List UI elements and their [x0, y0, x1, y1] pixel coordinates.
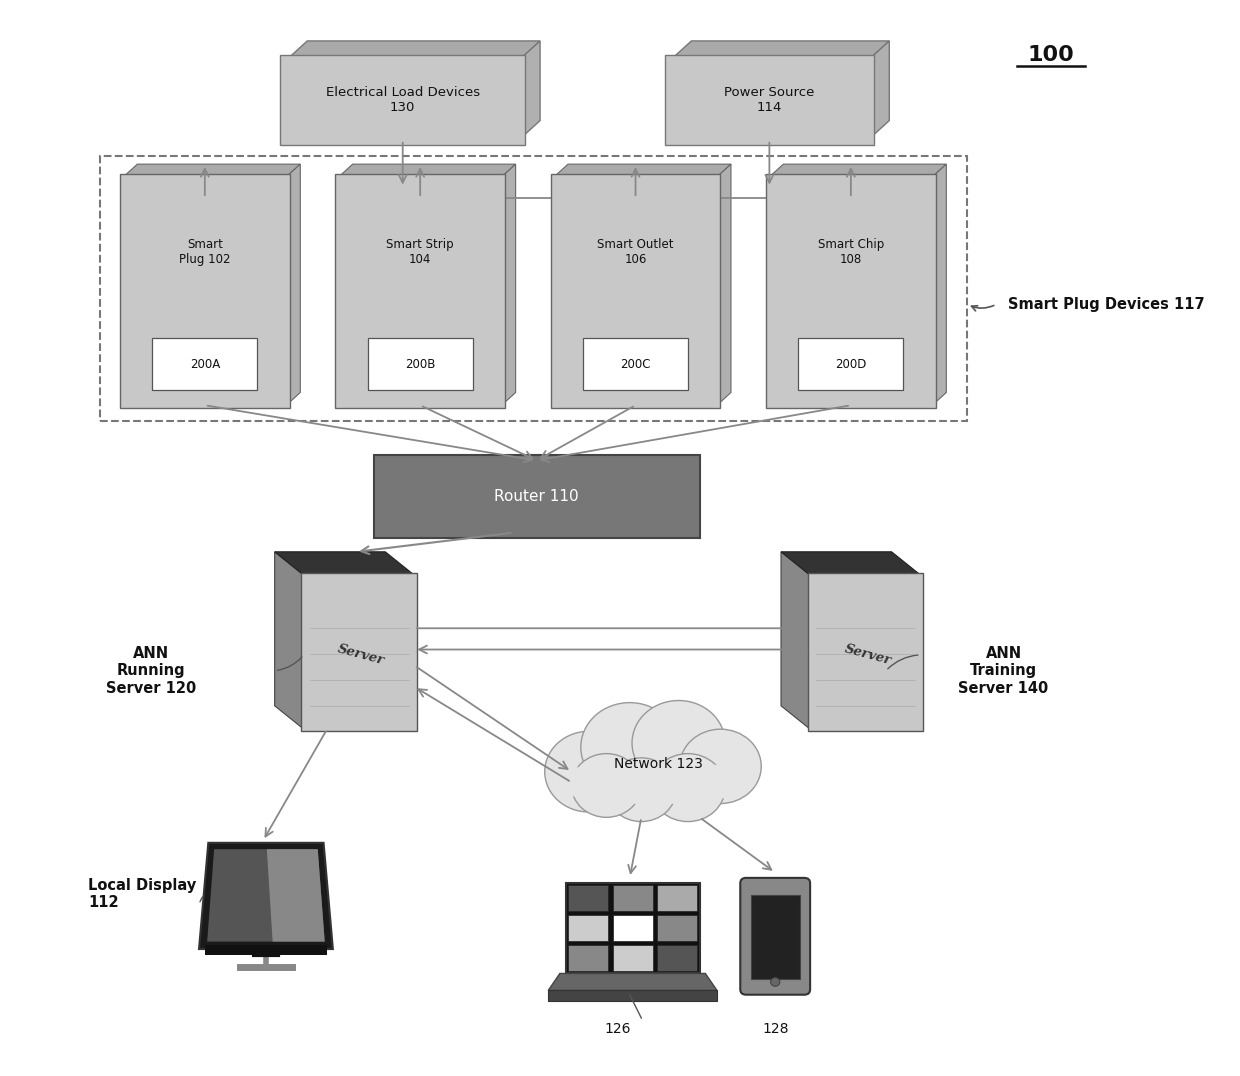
- Text: Network 123: Network 123: [614, 758, 703, 771]
- Polygon shape: [671, 41, 889, 60]
- Text: 200A: 200A: [190, 357, 219, 370]
- Text: 126: 126: [605, 1022, 631, 1036]
- Text: Smart Chip
108: Smart Chip 108: [817, 238, 884, 266]
- Text: Power Source
114: Power Source 114: [724, 86, 815, 114]
- Text: 200C: 200C: [620, 357, 651, 370]
- FancyBboxPatch shape: [568, 946, 608, 972]
- Polygon shape: [207, 849, 325, 942]
- FancyBboxPatch shape: [657, 886, 697, 911]
- Polygon shape: [554, 165, 730, 176]
- FancyBboxPatch shape: [799, 338, 903, 391]
- Circle shape: [770, 978, 780, 987]
- Text: Smart Plug Devices 117: Smart Plug Devices 117: [1008, 297, 1204, 312]
- Text: 200D: 200D: [836, 357, 867, 370]
- FancyBboxPatch shape: [750, 895, 800, 979]
- FancyBboxPatch shape: [740, 878, 810, 994]
- Text: Router 110: Router 110: [495, 490, 579, 504]
- FancyBboxPatch shape: [120, 173, 290, 409]
- FancyBboxPatch shape: [368, 338, 472, 391]
- Text: Smart
Plug 102: Smart Plug 102: [179, 238, 231, 266]
- FancyBboxPatch shape: [657, 916, 697, 942]
- Polygon shape: [548, 974, 717, 991]
- Polygon shape: [198, 843, 332, 949]
- Circle shape: [606, 758, 676, 822]
- Polygon shape: [502, 165, 516, 406]
- FancyBboxPatch shape: [613, 946, 652, 972]
- Text: Server: Server: [336, 642, 386, 668]
- Text: ANN
Training
Server 140: ANN Training Server 140: [959, 646, 1049, 696]
- FancyBboxPatch shape: [657, 946, 697, 972]
- Polygon shape: [275, 552, 304, 730]
- Text: Smart Outlet
106: Smart Outlet 106: [598, 238, 673, 266]
- Polygon shape: [123, 165, 300, 176]
- Ellipse shape: [551, 761, 755, 804]
- Polygon shape: [548, 991, 717, 1001]
- Text: Local Display
112: Local Display 112: [88, 878, 197, 910]
- FancyBboxPatch shape: [613, 886, 652, 911]
- Circle shape: [680, 730, 761, 804]
- Polygon shape: [565, 883, 699, 974]
- Polygon shape: [868, 41, 889, 140]
- Polygon shape: [769, 165, 946, 176]
- Circle shape: [572, 753, 641, 818]
- FancyBboxPatch shape: [568, 886, 608, 911]
- FancyBboxPatch shape: [766, 173, 936, 409]
- Polygon shape: [717, 165, 730, 406]
- FancyBboxPatch shape: [280, 55, 525, 145]
- Text: 100: 100: [1028, 45, 1074, 65]
- Circle shape: [544, 732, 634, 812]
- Polygon shape: [781, 552, 810, 730]
- Polygon shape: [339, 165, 516, 176]
- FancyBboxPatch shape: [373, 455, 699, 538]
- FancyBboxPatch shape: [568, 916, 608, 942]
- Text: Electrical Load Devices
130: Electrical Load Devices 130: [326, 86, 480, 114]
- Text: 200B: 200B: [405, 357, 435, 370]
- Polygon shape: [520, 41, 541, 140]
- FancyBboxPatch shape: [613, 916, 652, 942]
- Polygon shape: [267, 849, 325, 942]
- FancyBboxPatch shape: [335, 173, 505, 409]
- Text: Server: Server: [843, 642, 893, 668]
- FancyBboxPatch shape: [301, 574, 417, 732]
- Polygon shape: [932, 165, 946, 406]
- Text: Smart Strip
104: Smart Strip 104: [387, 238, 454, 266]
- Polygon shape: [275, 552, 414, 576]
- FancyBboxPatch shape: [583, 338, 688, 391]
- Text: 128: 128: [761, 1022, 789, 1036]
- FancyBboxPatch shape: [551, 173, 720, 409]
- FancyBboxPatch shape: [807, 574, 923, 732]
- Text: ANN
Running
Server 120: ANN Running Server 120: [105, 646, 196, 696]
- Circle shape: [632, 700, 725, 785]
- Polygon shape: [286, 41, 541, 60]
- Polygon shape: [286, 165, 300, 406]
- Polygon shape: [781, 552, 921, 576]
- FancyBboxPatch shape: [153, 338, 257, 391]
- FancyBboxPatch shape: [205, 945, 327, 955]
- FancyBboxPatch shape: [665, 55, 874, 145]
- Circle shape: [580, 703, 678, 792]
- Circle shape: [651, 753, 725, 822]
